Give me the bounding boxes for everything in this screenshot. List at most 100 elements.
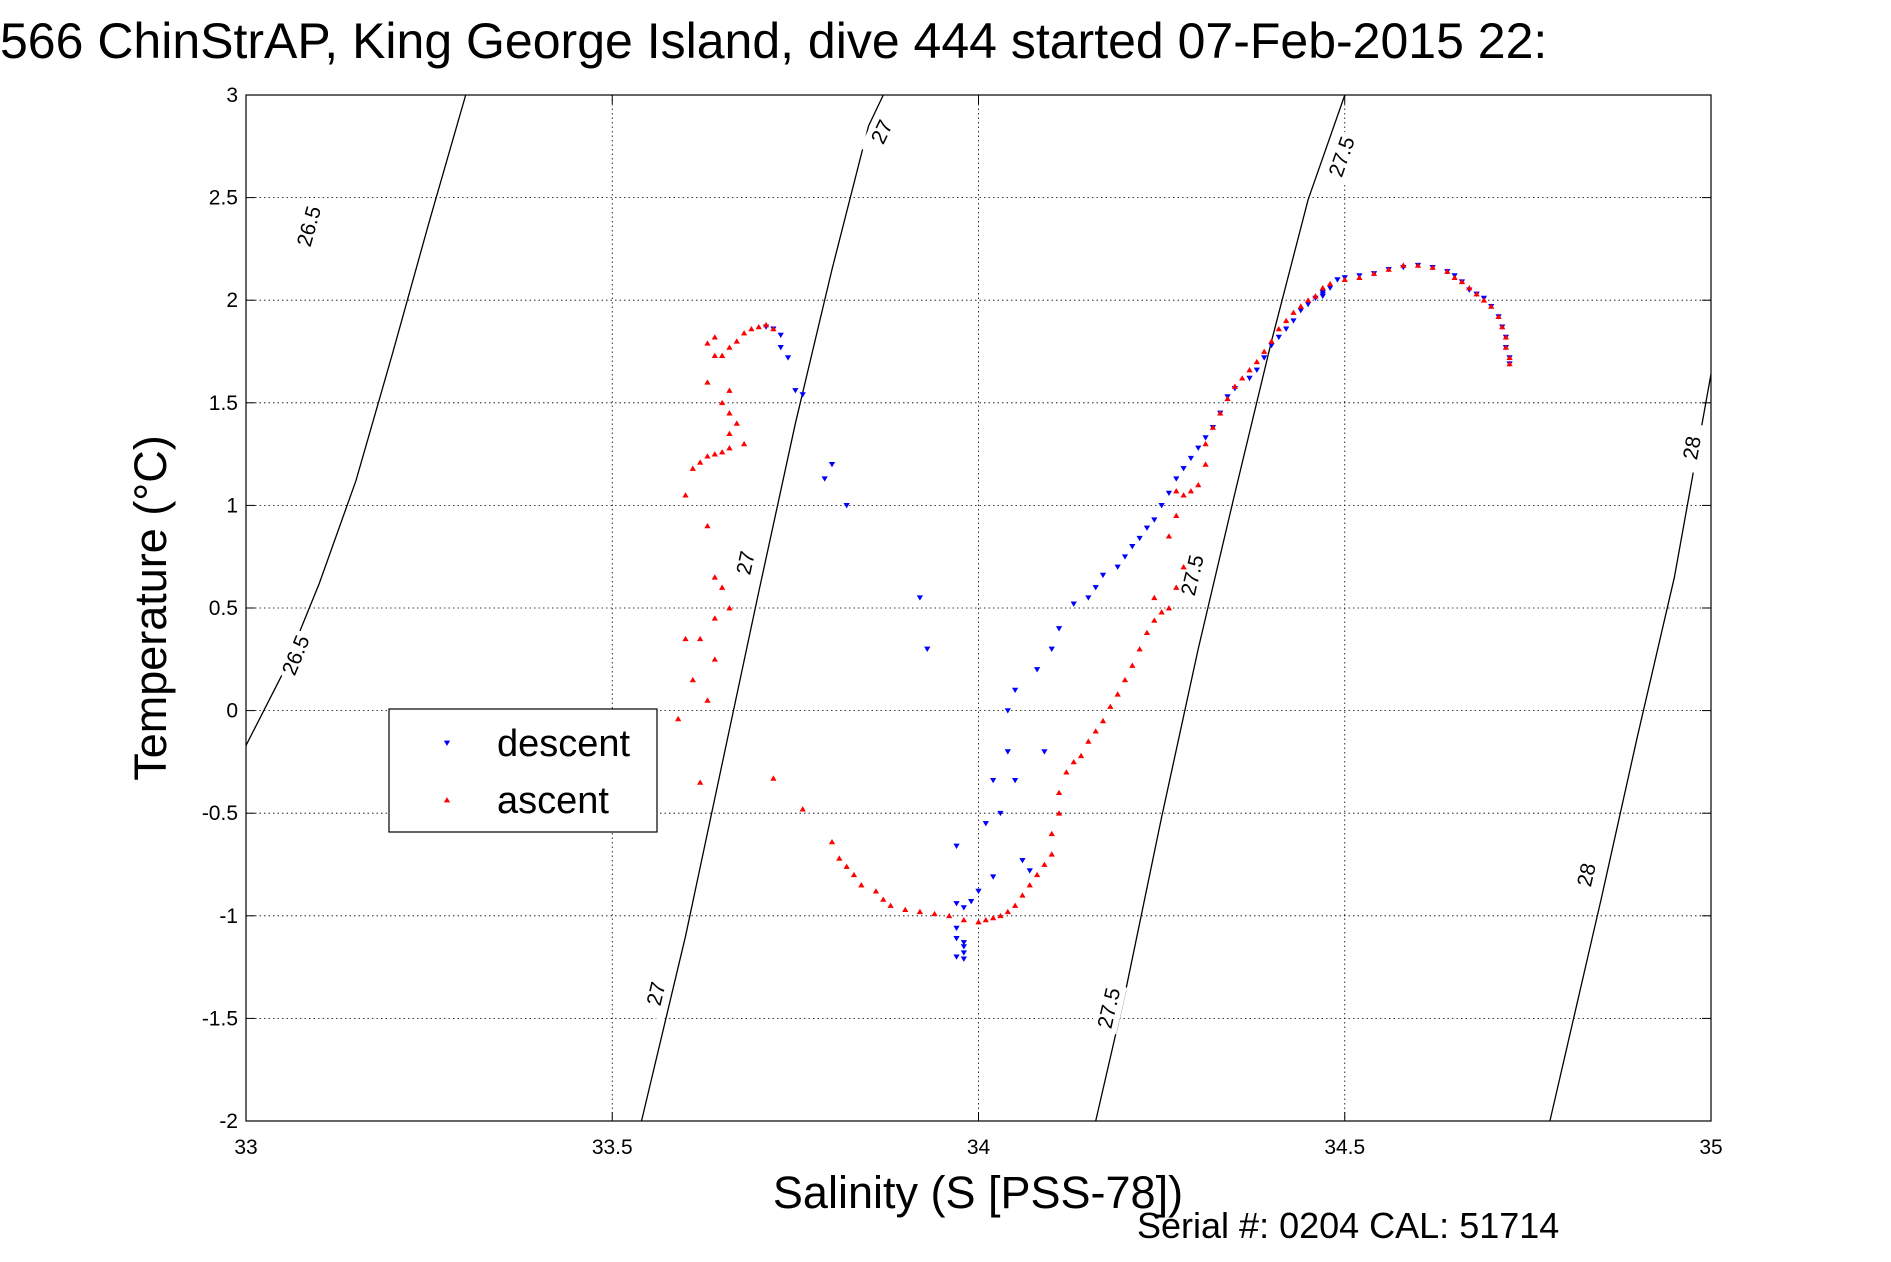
ascent-point	[719, 584, 726, 590]
ascent-point	[1195, 481, 1202, 488]
ascent-point	[1414, 262, 1422, 268]
legend-marker-descent	[443, 740, 451, 746]
descent-point	[1180, 466, 1187, 472]
ascent-point	[1151, 617, 1158, 623]
isopycnal-line-26.5	[245, 94, 467, 746]
contour-label-26.5: 26.5	[293, 204, 326, 250]
ascent-point	[1063, 769, 1070, 775]
isopycnal-line-27.5	[1095, 94, 1346, 1122]
ascent-point	[1165, 533, 1173, 539]
ascent-point	[1158, 609, 1165, 615]
descent-point	[1026, 868, 1033, 874]
ascent-point	[1107, 703, 1114, 709]
ascent-point	[711, 574, 718, 580]
ascent-point	[931, 910, 938, 917]
ascent-point	[1055, 789, 1063, 796]
y-tick-label: 2.5	[209, 187, 238, 210]
contour-label-bg	[859, 104, 904, 160]
ascent-point	[1114, 691, 1121, 697]
ascent-point	[1180, 492, 1187, 498]
ascent-point	[704, 697, 711, 703]
descent-point	[1099, 572, 1107, 579]
ascent-point	[1129, 662, 1136, 668]
descent-point	[960, 944, 967, 950]
ascent-point	[982, 916, 989, 923]
ascent-point	[1290, 309, 1297, 315]
ascent-point	[1099, 717, 1107, 724]
ascent-point	[1246, 367, 1253, 373]
ascent-point	[1033, 871, 1041, 878]
ascent-point	[1370, 270, 1378, 276]
descent-point	[1070, 601, 1077, 607]
contour-label-bg	[1321, 129, 1363, 184]
descent-point	[1187, 455, 1195, 462]
ascent-point	[887, 902, 894, 908]
ascent-point	[1217, 410, 1224, 416]
ascent-point	[850, 871, 858, 878]
descent-point	[1165, 490, 1173, 497]
ascent-point	[1356, 274, 1363, 281]
contour-label-bg	[1674, 421, 1710, 474]
descent-point	[1202, 435, 1209, 441]
descent-point	[1121, 554, 1129, 560]
data-points	[675, 262, 1513, 962]
ascent-point	[726, 387, 733, 393]
descent-point	[953, 935, 960, 942]
ascent-point	[1451, 274, 1458, 281]
descent-point	[1004, 749, 1011, 755]
ascent-point	[836, 855, 843, 861]
descent-point	[953, 901, 960, 907]
descent-point	[1055, 626, 1063, 632]
ascent-point	[858, 882, 865, 888]
ascent-point	[1041, 861, 1048, 867]
descent-point	[968, 899, 975, 905]
y-tick-label: -0.5	[202, 802, 238, 825]
contour-label-27.5: 27.5	[1094, 986, 1126, 1031]
ascent-point	[1305, 297, 1312, 303]
ascent-point	[711, 352, 718, 358]
ascent-point	[1283, 317, 1290, 324]
descent-point	[1012, 687, 1019, 694]
ascent-point	[711, 656, 718, 662]
ascent-point	[1297, 303, 1304, 309]
ascent-point	[770, 775, 777, 781]
descent-point	[1041, 749, 1048, 755]
ascent-point	[1202, 461, 1209, 467]
y-tick-label: -2	[219, 1110, 238, 1133]
y-tick-label: 1.5	[209, 392, 238, 415]
contour-label-bg	[274, 628, 317, 683]
legend-marker-ascent	[443, 797, 451, 803]
contour-label-bg	[290, 199, 328, 253]
ascent-point	[1499, 323, 1506, 330]
ascent-point	[1261, 348, 1268, 354]
ascent-point	[719, 352, 726, 358]
ascent-point	[704, 379, 711, 385]
descent-point	[953, 954, 960, 960]
ascent-point	[719, 449, 726, 455]
descent-point	[924, 646, 931, 652]
y-tick-label: 1	[226, 494, 238, 517]
ascent-point	[704, 340, 711, 346]
legend-ascent-triangle	[443, 797, 451, 803]
ascent-point	[1268, 338, 1275, 344]
ascent-point	[1239, 375, 1246, 381]
x-tick-label: 33.5	[592, 1136, 633, 1159]
descent-point	[784, 355, 792, 361]
ascent-point	[1012, 902, 1019, 908]
descent-point	[799, 392, 806, 398]
ascent-point	[1473, 291, 1480, 297]
ascent-point	[697, 635, 704, 642]
ascent-point	[997, 912, 1004, 919]
descent-point	[1048, 646, 1055, 652]
descent-point	[960, 950, 967, 956]
ascent-point	[682, 492, 689, 498]
descent-point	[777, 332, 784, 339]
contour-label-bg	[1174, 548, 1211, 602]
ascent-point	[1429, 264, 1436, 270]
chart-title: 566 ChinStrAP, King George Island, dive …	[0, 13, 1547, 69]
y-axis-label: Temperature (°C)	[125, 435, 176, 781]
descent-point	[1114, 564, 1121, 570]
legend-descent-triangle	[443, 740, 451, 746]
grid-lines	[246, 95, 1711, 1121]
